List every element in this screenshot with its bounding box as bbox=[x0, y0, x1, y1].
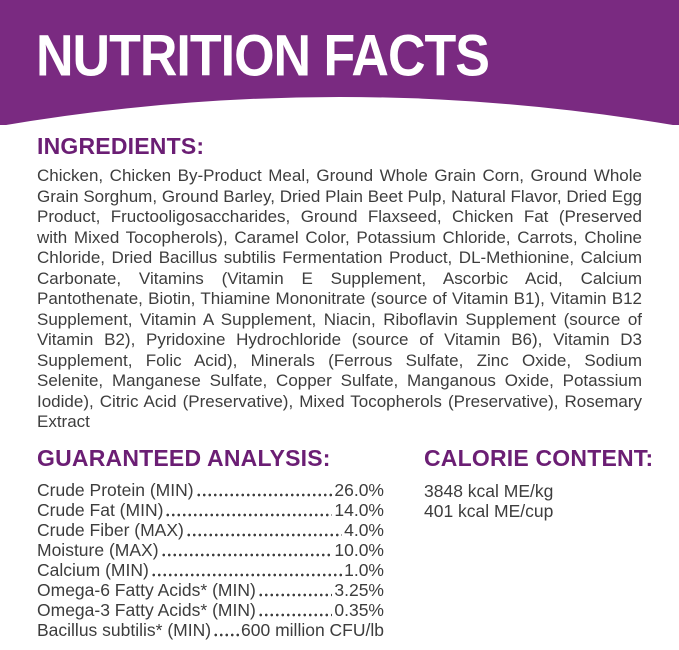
analysis-row: Crude Fiber (MAX) 4.0% bbox=[37, 520, 384, 540]
analysis-value: 600 million CFU/lb bbox=[241, 619, 384, 640]
analysis-label: Omega-3 Fatty Acids* (MIN) bbox=[37, 599, 256, 620]
analysis-value: 4.0% bbox=[344, 519, 384, 540]
leader-dots bbox=[213, 632, 240, 637]
ingredients-heading: INGREDIENTS: bbox=[37, 133, 205, 159]
analysis-value: 10.0% bbox=[334, 539, 384, 560]
analysis-label: Calcium (MIN) bbox=[37, 559, 149, 580]
leader-dots bbox=[150, 572, 343, 577]
leader-dots bbox=[195, 492, 333, 497]
analysis-row: Bacillus subtilis* (MIN) 600 million CFU… bbox=[37, 620, 384, 640]
analysis-value: 26.0% bbox=[334, 479, 384, 500]
analysis-label: Omega-6 Fatty Acids* (MIN) bbox=[37, 579, 256, 600]
calorie-per-cup: 401 kcal ME/cup bbox=[424, 501, 554, 521]
calorie-content-heading: CALORIE CONTENT: bbox=[424, 444, 654, 471]
analysis-value: 1.0% bbox=[344, 559, 384, 580]
guaranteed-analysis-rows: Crude Protein (MIN) 26.0% Crude Fat (MIN… bbox=[37, 480, 384, 640]
guaranteed-analysis-section: GUARANTEED ANALYSIS: Crude Protein (MIN)… bbox=[37, 445, 384, 640]
analysis-label: Crude Protein (MIN) bbox=[37, 479, 194, 500]
analysis-label: Moisture (MAX) bbox=[37, 539, 159, 560]
analysis-label: Crude Fat (MIN) bbox=[37, 499, 164, 520]
leader-dots bbox=[160, 552, 333, 557]
leader-dots bbox=[165, 512, 333, 517]
analysis-row: Moisture (MAX) 10.0% bbox=[37, 540, 384, 560]
guaranteed-analysis-heading: GUARANTEED ANALYSIS: bbox=[37, 444, 331, 471]
analysis-calorie-columns: GUARANTEED ANALYSIS: Crude Protein (MIN)… bbox=[0, 445, 679, 640]
ingredients-text: Chicken, Chicken By-Product Meal, Ground… bbox=[37, 166, 642, 431]
leader-dots bbox=[185, 532, 343, 537]
calorie-content-section: CALORIE CONTENT: 3848 kcal ME/kg 401 kca… bbox=[424, 445, 654, 640]
analysis-row: Crude Protein (MIN) 26.0% bbox=[37, 480, 384, 500]
banner: NUTRITION FACTS bbox=[0, 0, 679, 126]
analysis-row: Omega-3 Fatty Acids* (MIN) 0.35% bbox=[37, 600, 384, 620]
leader-dots bbox=[257, 612, 333, 617]
analysis-value: 14.0% bbox=[334, 499, 384, 520]
ingredients-section: INGREDIENTS: Chicken, Chicken By-Product… bbox=[37, 133, 642, 433]
analysis-row: Crude Fat (MIN) 14.0% bbox=[37, 500, 384, 520]
analysis-row: Calcium (MIN) 1.0% bbox=[37, 560, 384, 580]
banner-curve bbox=[0, 97, 679, 126]
analysis-label: Bacillus subtilis* (MIN) bbox=[37, 619, 212, 640]
leader-dots bbox=[257, 592, 333, 597]
analysis-value: 3.25% bbox=[334, 579, 384, 600]
calorie-per-kg: 3848 kcal ME/kg bbox=[424, 480, 554, 501]
banner-title: NUTRITION FACTS bbox=[36, 24, 490, 90]
analysis-value: 0.35% bbox=[334, 599, 384, 620]
analysis-label: Crude Fiber (MAX) bbox=[37, 519, 184, 540]
analysis-row: Omega-6 Fatty Acids* (MIN) 3.25% bbox=[37, 580, 384, 600]
